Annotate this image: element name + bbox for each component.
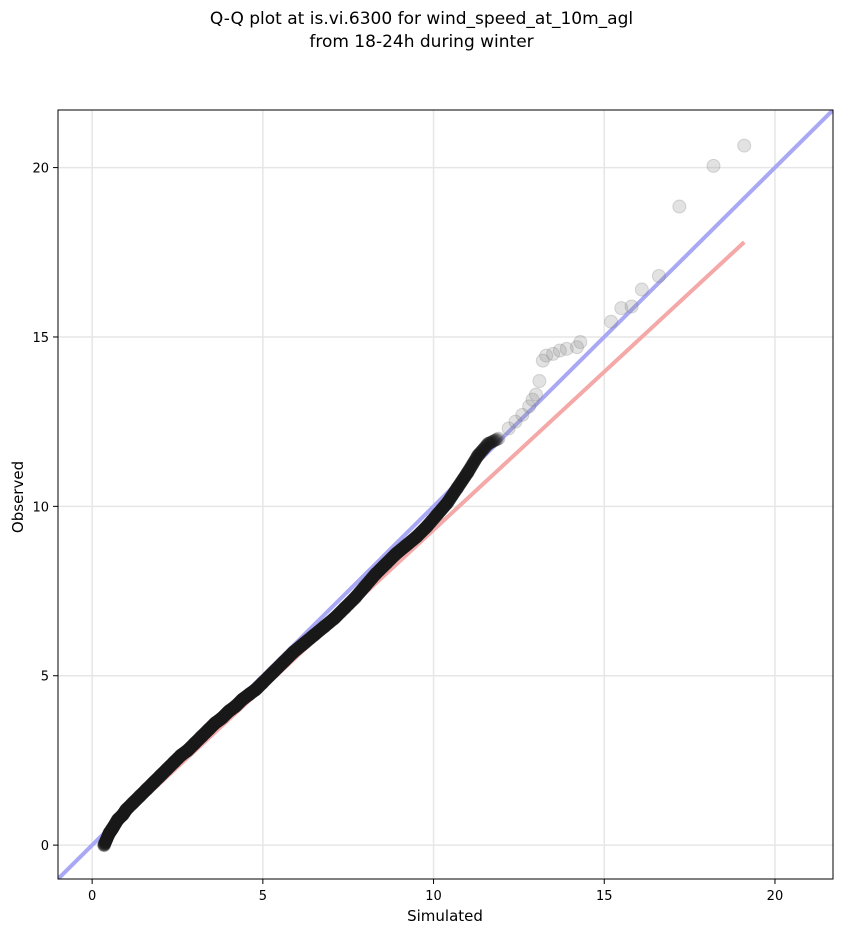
dense-point: [467, 456, 481, 470]
data-point: [546, 346, 561, 361]
dense-point: [486, 435, 500, 449]
dense-point: [481, 437, 495, 451]
dense-point: [473, 446, 487, 460]
data-point: [515, 407, 530, 422]
data-point: [604, 314, 619, 329]
dense-point: [485, 435, 499, 449]
dense-point-band: [97, 432, 505, 852]
dense-point: [483, 436, 497, 450]
dense-point: [491, 432, 505, 446]
data-point: [491, 431, 506, 446]
data-point: [522, 399, 537, 414]
data-point: [525, 392, 540, 407]
y-axis-ticks: 0 5 10 15 20: [32, 162, 58, 854]
dense-point: [487, 434, 501, 448]
data-point: [706, 158, 721, 173]
y-tick-label: 15: [32, 331, 49, 346]
dense-point: [480, 438, 494, 452]
dense-point: [489, 433, 503, 447]
dense-point: [464, 459, 478, 473]
y-tick-label: 0: [41, 839, 49, 854]
dense-point: [482, 436, 496, 450]
x-tick-label: 0: [88, 889, 96, 904]
grid-lines: [58, 110, 833, 879]
data-point: [672, 199, 687, 214]
data-point: [470, 448, 485, 463]
y-tick-label: 5: [41, 670, 49, 685]
plot-frame: [57, 109, 834, 880]
chart-title-line-1: Q-Q plot at is.vi.6300 for wind_speed_at…: [209, 9, 634, 29]
x-axis-label: Simulated: [407, 907, 483, 925]
dense-point: [480, 438, 494, 452]
dense-point: [477, 442, 491, 456]
x-tick-label: 20: [767, 889, 784, 904]
dense-point: [488, 433, 502, 447]
dense-point: [469, 452, 483, 466]
data-point: [569, 340, 584, 355]
dense-point: [465, 458, 479, 472]
dense-point: [478, 441, 492, 455]
y-tick-label: 10: [32, 500, 49, 515]
data-point: [634, 282, 649, 297]
dense-point: [476, 443, 490, 457]
data-point: [651, 268, 666, 283]
data-point: [508, 414, 523, 429]
chart-title-line-2: from 18-24h during winter: [309, 32, 534, 52]
dense-point: [490, 432, 504, 446]
data-point: [614, 301, 629, 316]
x-axis-ticks: 0 5 10 15 20: [88, 879, 783, 904]
data-point: [528, 387, 543, 402]
dense-point: [470, 450, 484, 464]
y-axis-label: Observed: [9, 461, 27, 533]
data-point: [481, 436, 496, 451]
dense-point: [475, 443, 489, 457]
x-tick-label: 15: [596, 889, 613, 904]
dense-point: [467, 455, 481, 469]
data-point: [535, 353, 550, 368]
dense-point: [478, 440, 492, 454]
dense-point: [466, 457, 480, 471]
data-point: [552, 343, 567, 358]
data-point: [573, 335, 588, 350]
data-point: [624, 299, 639, 314]
data-point: [559, 341, 574, 356]
data-point: [737, 138, 752, 153]
dense-point: [484, 435, 498, 449]
data-point: [501, 421, 516, 436]
dense-point: [475, 444, 489, 458]
dense-point: [488, 433, 502, 447]
data-point: [539, 348, 554, 363]
dense-point: [483, 436, 497, 450]
dense-point: [486, 434, 500, 448]
dense-point: [469, 451, 483, 465]
dense-point: [479, 439, 493, 453]
dense-point: [468, 453, 482, 467]
plot-area: [58, 110, 833, 879]
data-point: [532, 374, 547, 389]
dense-point: [472, 448, 486, 462]
dense-point: [474, 445, 488, 459]
x-tick-label: 5: [259, 889, 267, 904]
y-tick-label: 20: [32, 162, 49, 177]
dense-point: [472, 447, 486, 461]
dense-point: [471, 449, 485, 463]
x-tick-label: 10: [425, 889, 442, 904]
